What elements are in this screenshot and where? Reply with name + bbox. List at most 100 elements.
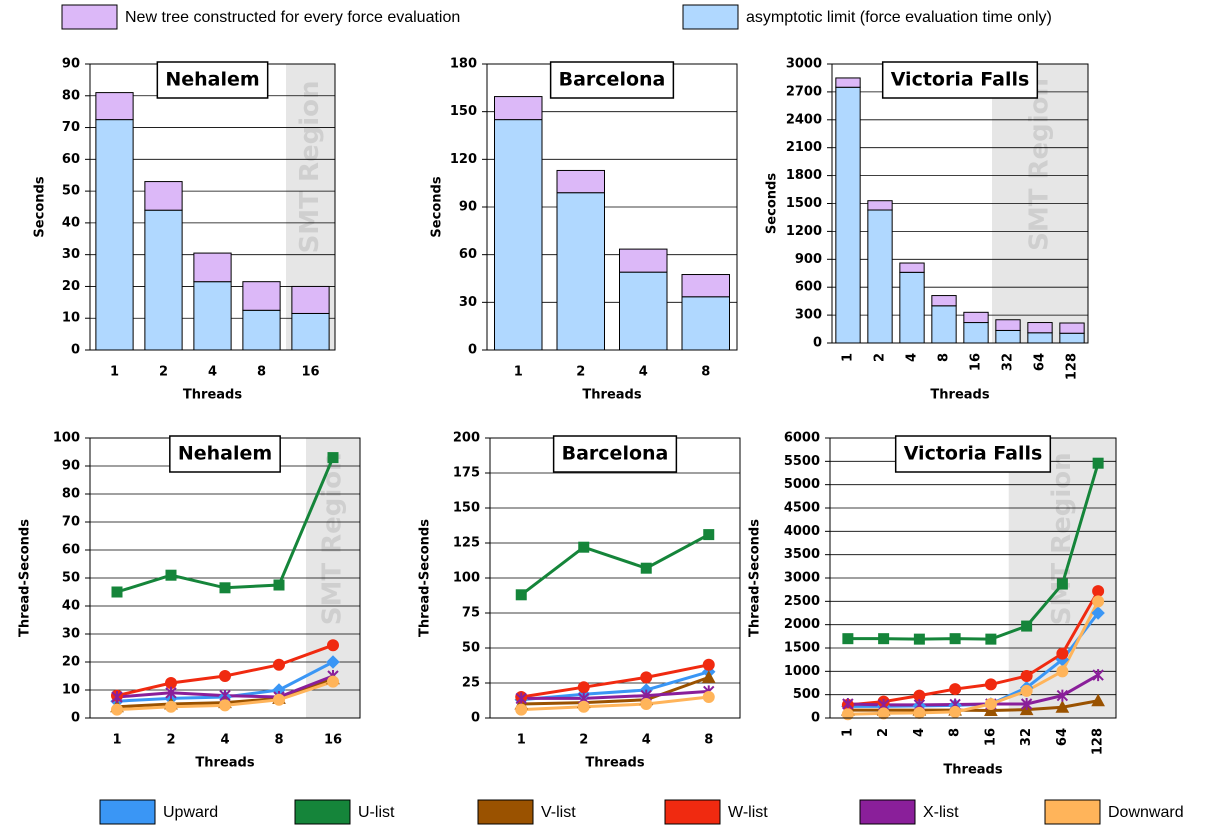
marker <box>913 633 925 645</box>
y-tick-label: 0 <box>811 711 820 726</box>
chart-title: Victoria Falls <box>904 443 1043 465</box>
marker <box>578 541 590 553</box>
y-tick-label: 20 <box>62 279 80 294</box>
series-line <box>521 663 710 699</box>
y-tick-label: 80 <box>62 487 80 502</box>
x-tick-label: 1 <box>110 365 119 380</box>
y-tick-label: 4500 <box>784 501 820 516</box>
marker <box>327 675 339 688</box>
x-tick-label: 2 <box>873 353 888 362</box>
bar-segment <box>193 252 232 283</box>
marker <box>577 681 590 694</box>
bar-segment <box>291 312 330 351</box>
y-tick-label: 0 <box>813 336 822 351</box>
y-tick-label: 2400 <box>786 112 822 127</box>
x-tick-label: 8 <box>257 365 266 380</box>
y-tick-label: 40 <box>62 599 80 614</box>
y-tick-label: 4000 <box>784 524 820 539</box>
bar-segment <box>242 281 281 311</box>
marker <box>515 703 528 716</box>
bar-segment <box>1059 322 1085 334</box>
y-tick-label: 90 <box>62 459 80 474</box>
x-axis-label: Threads <box>930 388 989 403</box>
y-tick-label: 70 <box>62 515 80 530</box>
marker <box>878 633 890 645</box>
title-box <box>881 61 1039 99</box>
marker <box>219 670 231 682</box>
bar-segment <box>963 322 989 344</box>
y-axis-label: Seconds <box>430 176 445 237</box>
y-tick-label: 3500 <box>784 547 820 562</box>
x-axis-label: Threads <box>582 388 641 403</box>
x-tick-label: 128 <box>1091 728 1106 755</box>
y-tick-label: 70 <box>62 120 80 135</box>
y-tick-label: 0 <box>71 343 80 358</box>
x-tick-label: 8 <box>701 365 710 380</box>
y-tick-label: 50 <box>62 184 80 199</box>
bar-segment <box>1027 332 1053 344</box>
y-tick-label: 175 <box>453 466 480 481</box>
marker <box>327 639 339 652</box>
legend-swatch <box>477 799 534 825</box>
x-tick-label: 16 <box>301 365 319 380</box>
y-tick-label: 600 <box>795 280 822 295</box>
marker <box>326 655 340 669</box>
y-tick-label: 30 <box>62 247 80 262</box>
legend-swatch <box>682 4 739 30</box>
marker <box>1056 689 1069 702</box>
x-tick-label: 4 <box>220 733 229 748</box>
y-tick-label: 6000 <box>784 431 820 446</box>
bar-segment <box>619 248 668 273</box>
series-line <box>521 689 709 700</box>
bar-segment <box>963 311 989 324</box>
marker <box>273 658 285 671</box>
y-tick-label: 1500 <box>786 196 822 211</box>
y-tick-label: 100 <box>453 571 480 586</box>
y-tick-label: 125 <box>453 536 480 551</box>
y-tick-label: 40 <box>62 215 80 230</box>
marker <box>273 579 285 591</box>
legend-label: asymptotic limit (force evaluation time … <box>746 9 1052 26</box>
marker <box>949 633 961 645</box>
bar-segment <box>867 200 893 211</box>
y-axis-label: Thread-Seconds <box>748 519 763 637</box>
marker <box>913 706 926 719</box>
bar-segment <box>95 119 134 351</box>
marker <box>1056 647 1069 660</box>
marker <box>111 703 123 716</box>
marker <box>949 705 962 718</box>
bar-segment <box>995 319 1021 331</box>
x-tick-label: 4 <box>905 353 920 362</box>
series-line <box>847 462 1100 641</box>
title-box <box>156 61 269 99</box>
y-tick-label: 200 <box>453 431 480 446</box>
bar-segment <box>291 285 330 314</box>
legend-swatch <box>664 799 721 825</box>
bar-segment <box>681 274 730 298</box>
y-tick-label: 90 <box>62 57 80 72</box>
y-axis-label: Thread-Seconds <box>18 519 33 637</box>
y-tick-label: 2500 <box>784 594 820 609</box>
y-tick-label: 3000 <box>786 57 822 72</box>
bar-segment <box>619 271 668 351</box>
bar-segment <box>242 309 281 351</box>
marker <box>1092 585 1105 598</box>
x-tick-label: 8 <box>274 733 283 748</box>
x-tick-label: 128 <box>1065 353 1080 380</box>
legend-label: Upward <box>163 804 218 821</box>
marker <box>1092 457 1104 469</box>
y-tick-label: 80 <box>62 88 80 103</box>
y-tick-label: 900 <box>795 252 822 267</box>
y-tick-label: 0 <box>468 343 477 358</box>
y-tick-label: 3000 <box>784 571 820 586</box>
y-tick-label: 60 <box>62 543 80 558</box>
marker <box>842 633 854 645</box>
marker <box>1092 595 1105 608</box>
x-tick-label: 2 <box>579 733 588 748</box>
y-tick-label: 50 <box>62 571 80 586</box>
marker <box>877 707 890 720</box>
marker <box>640 698 653 710</box>
y-tick-label: 300 <box>795 308 822 323</box>
marker <box>111 586 123 598</box>
